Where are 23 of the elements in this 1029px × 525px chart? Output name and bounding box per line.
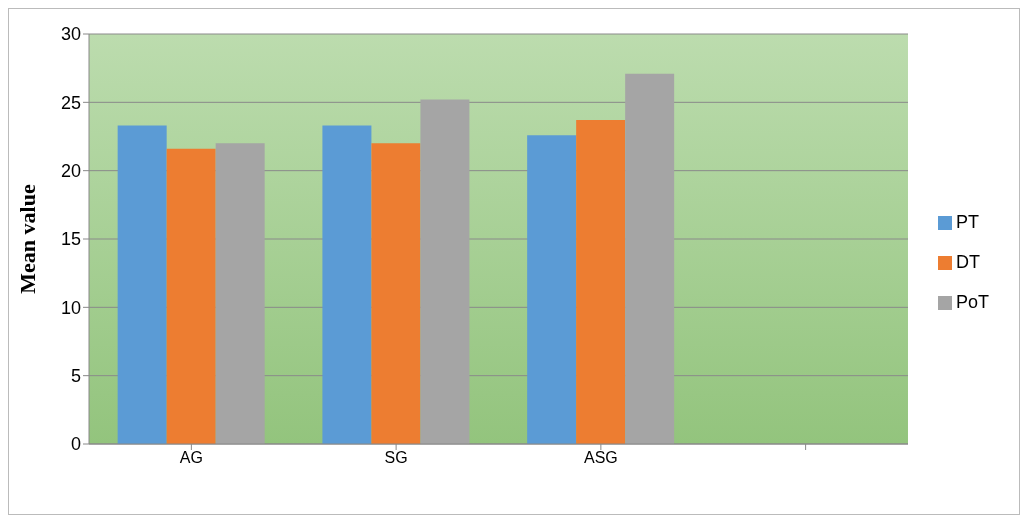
y-tick-label: 10	[60, 297, 81, 318]
bar	[420, 99, 470, 444]
x-tick-label: AG	[179, 449, 203, 467]
y-axis-title: Mean value	[14, 184, 40, 294]
y-tick-label: 0	[70, 434, 81, 455]
y-tick-label: 15	[60, 229, 81, 250]
bar	[215, 143, 265, 444]
bar	[117, 125, 167, 444]
bar	[625, 73, 675, 444]
y-tick-label: 5	[70, 366, 81, 387]
y-tick-label: 30	[60, 24, 81, 45]
legend-label: PT	[955, 211, 979, 232]
legend-label: PoT	[955, 291, 989, 312]
x-tick-label: ASG	[583, 449, 618, 467]
bar	[527, 135, 577, 444]
bar	[322, 125, 372, 444]
bar	[166, 148, 216, 444]
bar	[371, 143, 421, 444]
y-tick-label: 25	[60, 92, 81, 113]
x-tick-label: SG	[384, 449, 408, 467]
legend-label: DT	[955, 251, 980, 272]
y-tick-label: 20	[60, 161, 81, 182]
bar	[576, 120, 626, 444]
